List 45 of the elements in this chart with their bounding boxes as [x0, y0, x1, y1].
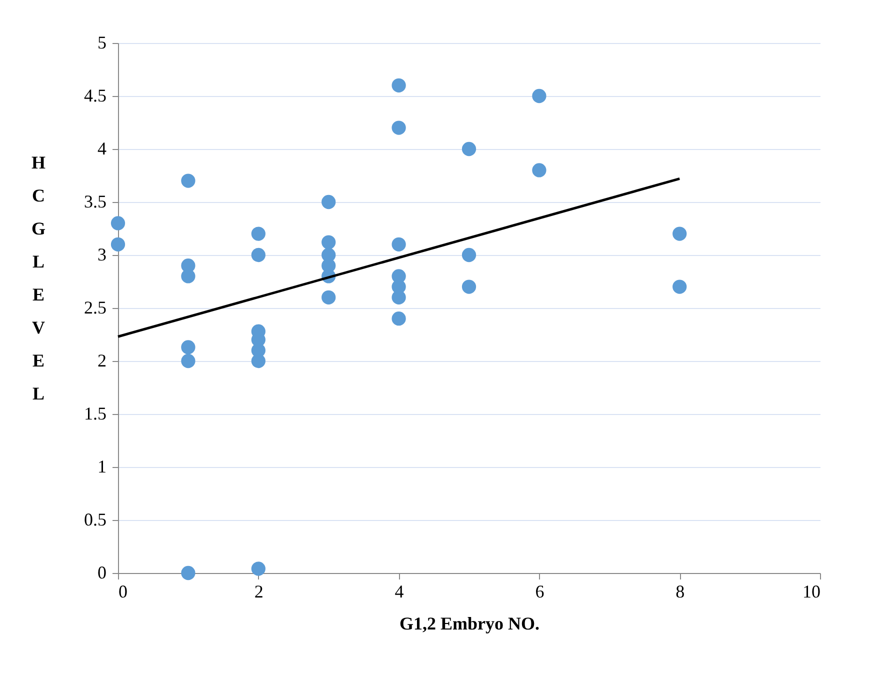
x-tick-label: 0: [118, 582, 128, 602]
point: [322, 290, 336, 304]
y-tick-label: 2.5: [84, 298, 106, 318]
point: [462, 248, 476, 262]
y-tick-label: 1: [98, 456, 106, 476]
point: [110, 216, 126, 230]
point: [251, 562, 266, 576]
point: [672, 226, 687, 241]
point: [392, 290, 406, 304]
point: [181, 340, 196, 354]
y-tick-label: 3: [98, 244, 106, 264]
point: [322, 235, 336, 250]
point: [181, 566, 196, 580]
x-axis-title: G1,2 Embryo NO.: [399, 614, 540, 634]
y-tick-label: 3.5: [84, 192, 106, 212]
x-tick-label: 10: [802, 582, 820, 602]
point: [672, 280, 687, 294]
point: [251, 248, 266, 262]
point: [322, 194, 336, 210]
x-tick-label: 6: [535, 582, 544, 602]
y-tick-label: 4: [98, 138, 106, 158]
point: [110, 237, 126, 252]
point: [251, 354, 266, 368]
point: [392, 78, 406, 92]
y-tick-label: 1.5: [84, 404, 106, 424]
point: [462, 280, 476, 294]
y-tick-label: 5: [98, 32, 106, 52]
point: [392, 312, 406, 326]
y-tick-label: 4.5: [84, 86, 106, 106]
y-tick-label: 2: [98, 350, 106, 370]
y-axis-title: HCG LEVEL: [31, 152, 46, 404]
x-tick-label: 4: [394, 582, 404, 602]
point: [392, 120, 406, 135]
point: [181, 174, 196, 188]
point: [251, 226, 266, 241]
point: [392, 237, 406, 252]
point: [181, 354, 196, 368]
x-tick-label: 2: [254, 582, 264, 602]
x-tick-label: 8: [676, 582, 685, 602]
point: [462, 142, 476, 156]
point: [181, 269, 196, 284]
y-tick-label: 0.5: [84, 510, 106, 530]
point: [532, 88, 546, 104]
point: [532, 163, 546, 178]
y-tick-label: 0: [98, 562, 106, 582]
